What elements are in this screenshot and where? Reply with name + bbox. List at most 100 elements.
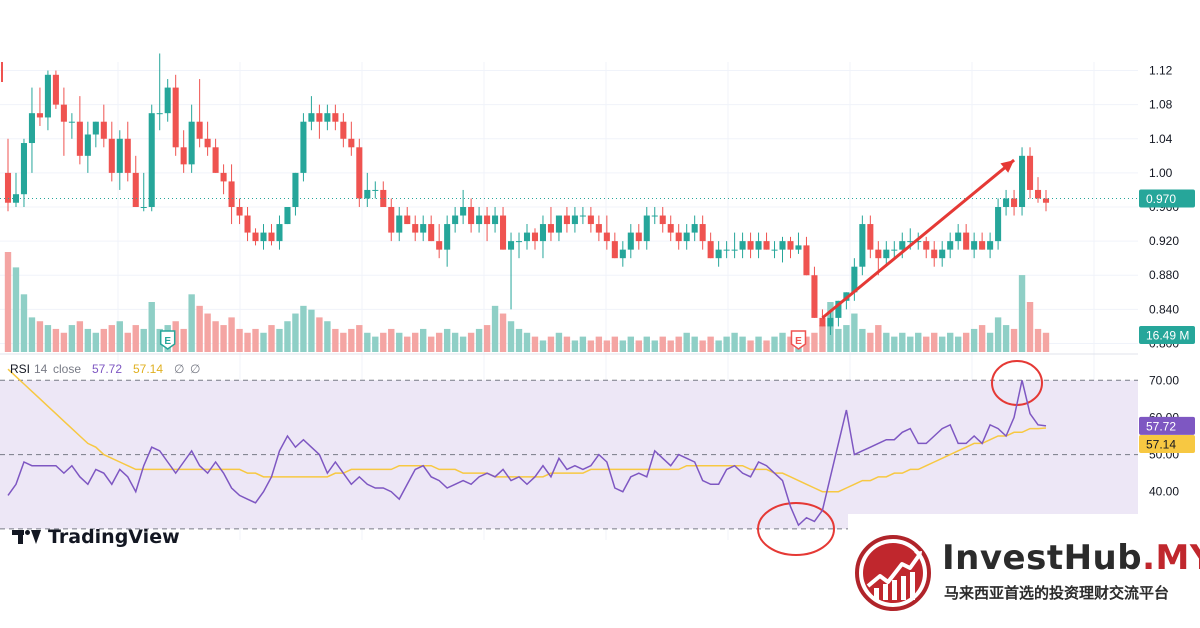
candle-body	[364, 189, 371, 199]
candle	[484, 207, 491, 242]
volume-bar	[92, 332, 100, 352]
candle-body	[955, 232, 962, 242]
candle	[875, 241, 882, 276]
candle	[1026, 147, 1034, 199]
candle	[420, 215, 427, 242]
rsi-legend: RSI 14 close 57.72 57.14 ∅ ∅	[10, 362, 200, 376]
volume-bar	[268, 325, 275, 352]
candle-body	[971, 241, 978, 250]
candle-body	[555, 215, 562, 233]
volume-bar	[531, 336, 539, 352]
volume-bar	[396, 332, 403, 352]
candle	[1003, 189, 1010, 216]
candle-body	[492, 215, 499, 225]
candle-body	[372, 189, 379, 191]
candle	[595, 215, 602, 242]
candle-body	[380, 189, 387, 207]
candle	[659, 207, 666, 233]
candle	[228, 164, 235, 225]
volume-bar	[491, 305, 499, 352]
volume-bar	[316, 317, 323, 352]
candle	[699, 215, 706, 250]
last-price-tag-text: 0.970	[1146, 192, 1176, 206]
volume-bar	[699, 340, 706, 352]
candle-body	[699, 224, 706, 242]
tradingview-wordmark: TradingView	[48, 526, 180, 548]
candle-body	[563, 215, 570, 225]
candle-body	[675, 232, 682, 242]
candle	[931, 241, 938, 267]
candle	[547, 207, 554, 242]
candle-body	[587, 215, 594, 225]
volume-bar	[427, 336, 435, 352]
volume-bar	[204, 313, 211, 352]
volume-bar	[771, 336, 778, 352]
volume-bar	[571, 340, 579, 352]
candle-body	[404, 215, 411, 225]
volume-bar	[108, 325, 115, 352]
volume-bar	[659, 336, 666, 352]
candle-body	[156, 113, 163, 115]
rsi-legend-extra: ∅	[174, 362, 184, 376]
candle	[795, 232, 802, 254]
candle-body	[939, 249, 946, 259]
rsi-ma-tag: 57.14	[1139, 435, 1195, 454]
candle-body	[915, 241, 922, 243]
volume-bar	[787, 336, 794, 352]
candle-body	[1011, 198, 1018, 207]
volume-bar	[962, 332, 970, 352]
candle-body	[1034, 189, 1042, 199]
candle	[635, 224, 642, 250]
candle	[587, 207, 594, 233]
candle-body	[388, 207, 395, 233]
volume-bar	[763, 340, 770, 352]
candle	[172, 74, 179, 156]
rsi-ma-line	[7, 368, 1047, 493]
candle-body	[883, 249, 890, 259]
volume-tag-bg	[1139, 326, 1195, 344]
rsi-value-tag: 57.72	[1139, 416, 1195, 435]
candle	[252, 228, 259, 246]
candle-body	[188, 121, 195, 165]
volume-bar	[523, 332, 531, 352]
candle-body	[707, 241, 714, 259]
candle	[284, 207, 291, 225]
candle-body	[332, 113, 339, 122]
candle	[955, 224, 962, 250]
candle-body	[931, 249, 938, 259]
candle-body	[1042, 198, 1050, 203]
candle	[148, 104, 155, 212]
earnings-icon	[790, 330, 807, 350]
candle-body	[803, 245, 810, 276]
volume-bar	[467, 332, 475, 352]
volume-bar	[148, 302, 155, 352]
candle	[891, 241, 898, 259]
candle	[460, 189, 467, 225]
investhub-wordmark: InvestHub.MY	[942, 538, 1200, 578]
candle-body	[268, 232, 275, 242]
candle	[452, 207, 459, 233]
volume-bar	[84, 328, 92, 352]
volume-bar	[340, 332, 347, 352]
volume-bar	[372, 336, 379, 352]
candle-body	[827, 317, 834, 327]
rsi-ma-tag-bg	[1139, 435, 1195, 454]
candle-body	[236, 207, 243, 216]
candle-body	[500, 215, 507, 250]
candle-body	[100, 121, 107, 139]
candle	[268, 224, 275, 246]
candle	[723, 241, 730, 259]
candle	[731, 232, 738, 259]
candle	[372, 181, 379, 199]
candle	[691, 215, 698, 242]
candle	[412, 215, 419, 242]
trend-arrow-head	[1000, 160, 1015, 173]
candle-body	[771, 249, 778, 251]
candle-body	[611, 241, 618, 259]
candle-body	[324, 113, 331, 122]
volume-bar	[499, 313, 507, 352]
rsi-highlight-circle	[757, 502, 835, 556]
candle	[20, 138, 28, 207]
candle-body	[484, 215, 491, 225]
